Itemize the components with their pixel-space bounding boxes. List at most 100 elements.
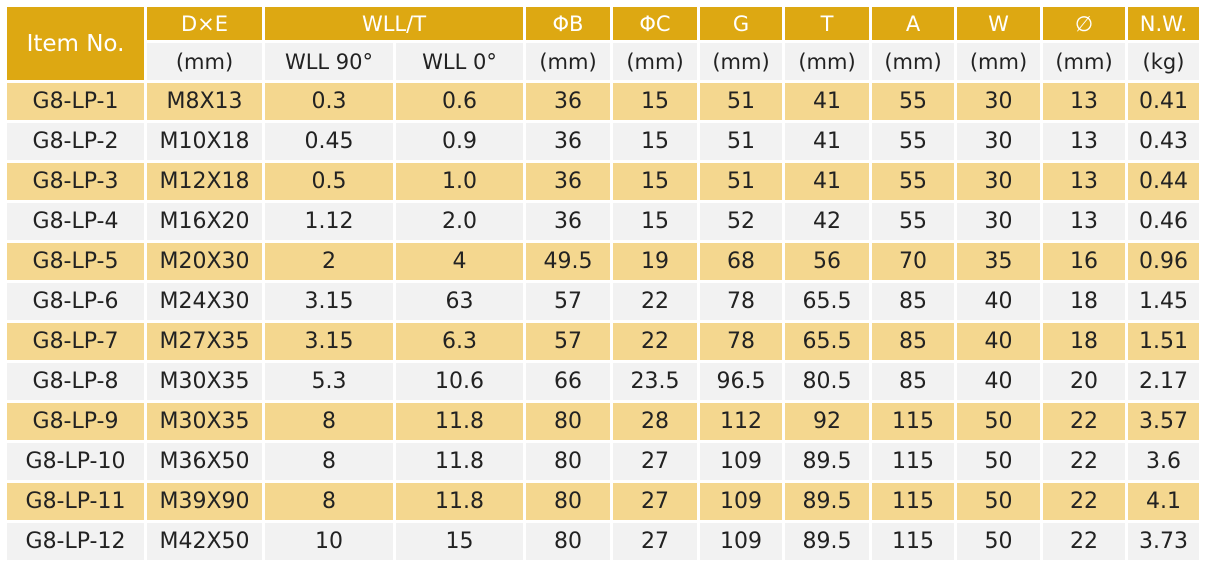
header-wll: WLL/T	[265, 7, 523, 40]
table-row: G8-LP-3 M12X18 0.5 1.0 36 15 51 41 55 30 13 0.44	[7, 163, 1199, 200]
table-cell: 11.8	[396, 403, 523, 440]
table-cell: 3.73	[1128, 523, 1199, 560]
item-number-cell: G8-LP-11	[7, 483, 144, 520]
table-cell: 78	[700, 323, 782, 360]
table-cell: 65.5	[785, 323, 869, 360]
table-cell: 80	[526, 403, 610, 440]
table-cell: 0.45	[265, 123, 393, 160]
header-a: A	[872, 7, 954, 40]
table-row: G8-LP-9 M30X35 8 11.8 80 28 112 92 115 50 22 3.57	[7, 403, 1199, 440]
unit-cell: (mm)	[872, 43, 954, 80]
table-cell: 80	[526, 443, 610, 480]
table-row: G8-LP-10 M36X50 8 11.8 80 27 109 89.5 115 50 22 3.6	[7, 443, 1199, 480]
table-cell: 41	[785, 163, 869, 200]
spec-table: Item No. D×E WLL/T ΦB ΦC G T A W ∅ N.W. …	[4, 4, 1202, 563]
table-cell: M42X50	[147, 523, 262, 560]
table-row: G8-LP-6 M24X30 3.15 63 57 22 78 65.5 85 40 18 1.45	[7, 283, 1199, 320]
item-number-cell: G8-LP-1	[7, 83, 144, 120]
table-cell: 15	[613, 123, 697, 160]
item-number-cell: G8-LP-10	[7, 443, 144, 480]
item-number-cell: G8-LP-9	[7, 403, 144, 440]
table-cell: 3.15	[265, 323, 393, 360]
table-cell: M12X18	[147, 163, 262, 200]
table-cell: 55	[872, 163, 954, 200]
table-cell: 5.3	[265, 363, 393, 400]
header-dxe: D×E	[147, 7, 262, 40]
table-cell: 27	[613, 443, 697, 480]
header-row-top: Item No. D×E WLL/T ΦB ΦC G T A W ∅ N.W.	[7, 7, 1199, 80]
table-row: G8-LP-1 M8X13 0.3 0.6 36 15 51 41 55 30 13 0.41	[7, 83, 1199, 120]
table-cell: 89.5	[785, 443, 869, 480]
table-row: G8-LP-8 M30X35 5.3 10.6 66 23.5 96.5 80.5 85 40 20…	[7, 363, 1199, 400]
table-cell: 57	[526, 283, 610, 320]
item-number-cell: G8-LP-2	[7, 123, 144, 160]
table-cell: 70	[872, 243, 954, 280]
table-cell: 10	[265, 523, 393, 560]
table-cell: 1.12	[265, 203, 393, 240]
table-cell: 50	[957, 403, 1040, 440]
table-cell: 85	[872, 363, 954, 400]
table-cell: 50	[957, 483, 1040, 520]
item-number-cell: G8-LP-7	[7, 323, 144, 360]
table-cell: 109	[700, 443, 782, 480]
table-cell: 8	[265, 403, 393, 440]
table-cell: 115	[872, 403, 954, 440]
header-row-units: (mm) WLL 90° WLL 0° (mm) (mm) (mm) (mm) …	[7, 43, 1199, 80]
header-nw: N.W.	[1128, 7, 1199, 40]
table-cell: 28	[613, 403, 697, 440]
table-cell: 6.3	[396, 323, 523, 360]
table-body: G8-LP-1 M8X13 0.3 0.6 36 15 51 41 55 30 13 0.41 G8-L…	[7, 83, 1199, 560]
unit-cell: (mm)	[957, 43, 1040, 80]
table-cell: 1.51	[1128, 323, 1199, 360]
item-number-cell: G8-LP-4	[7, 203, 144, 240]
table-cell: 0.46	[1128, 203, 1199, 240]
table-cell: 50	[957, 443, 1040, 480]
table-cell: 1.0	[396, 163, 523, 200]
table-cell: 30	[957, 203, 1040, 240]
table-cell: 22	[1043, 523, 1125, 560]
item-number-cell: G8-LP-5	[7, 243, 144, 280]
table-cell: 2.0	[396, 203, 523, 240]
table-cell: M16X20	[147, 203, 262, 240]
table-cell: M39X90	[147, 483, 262, 520]
table-cell: 115	[872, 483, 954, 520]
table-cell: 35	[957, 243, 1040, 280]
table-cell: 0.96	[1128, 243, 1199, 280]
table-cell: M27X35	[147, 323, 262, 360]
table-cell: 11.8	[396, 483, 523, 520]
table-cell: 68	[700, 243, 782, 280]
table-cell: 112	[700, 403, 782, 440]
table-cell: 80	[526, 523, 610, 560]
table-cell: 22	[613, 283, 697, 320]
table-cell: M30X35	[147, 363, 262, 400]
unit-cell: (mm)	[526, 43, 610, 80]
table-cell: 96.5	[700, 363, 782, 400]
table-cell: 18	[1043, 283, 1125, 320]
table-cell: 2	[265, 243, 393, 280]
table-cell: 19	[613, 243, 697, 280]
table-cell: 0.41	[1128, 83, 1199, 120]
header-w: W	[957, 7, 1040, 40]
table-cell: 15	[396, 523, 523, 560]
table-cell: 3.15	[265, 283, 393, 320]
table-cell: 23.5	[613, 363, 697, 400]
table-cell: 22	[1043, 443, 1125, 480]
table-cell: 89.5	[785, 483, 869, 520]
table-cell: 15	[613, 163, 697, 200]
table-cell: 8	[265, 443, 393, 480]
unit-cell: (mm)	[147, 43, 262, 80]
header-phi-c: ΦC	[613, 7, 697, 40]
header-phi-b: ΦB	[526, 7, 610, 40]
header-diameter: ∅	[1043, 7, 1125, 40]
table-cell: 52	[700, 203, 782, 240]
table-cell: 50	[957, 523, 1040, 560]
unit-cell: (kg)	[1128, 43, 1199, 80]
header-g: G	[700, 7, 782, 40]
table-cell: 41	[785, 83, 869, 120]
table-cell: 57	[526, 323, 610, 360]
table-cell: 1.45	[1128, 283, 1199, 320]
header-t: T	[785, 7, 869, 40]
table-cell: 4	[396, 243, 523, 280]
table-cell: 22	[1043, 403, 1125, 440]
table-cell: 41	[785, 123, 869, 160]
